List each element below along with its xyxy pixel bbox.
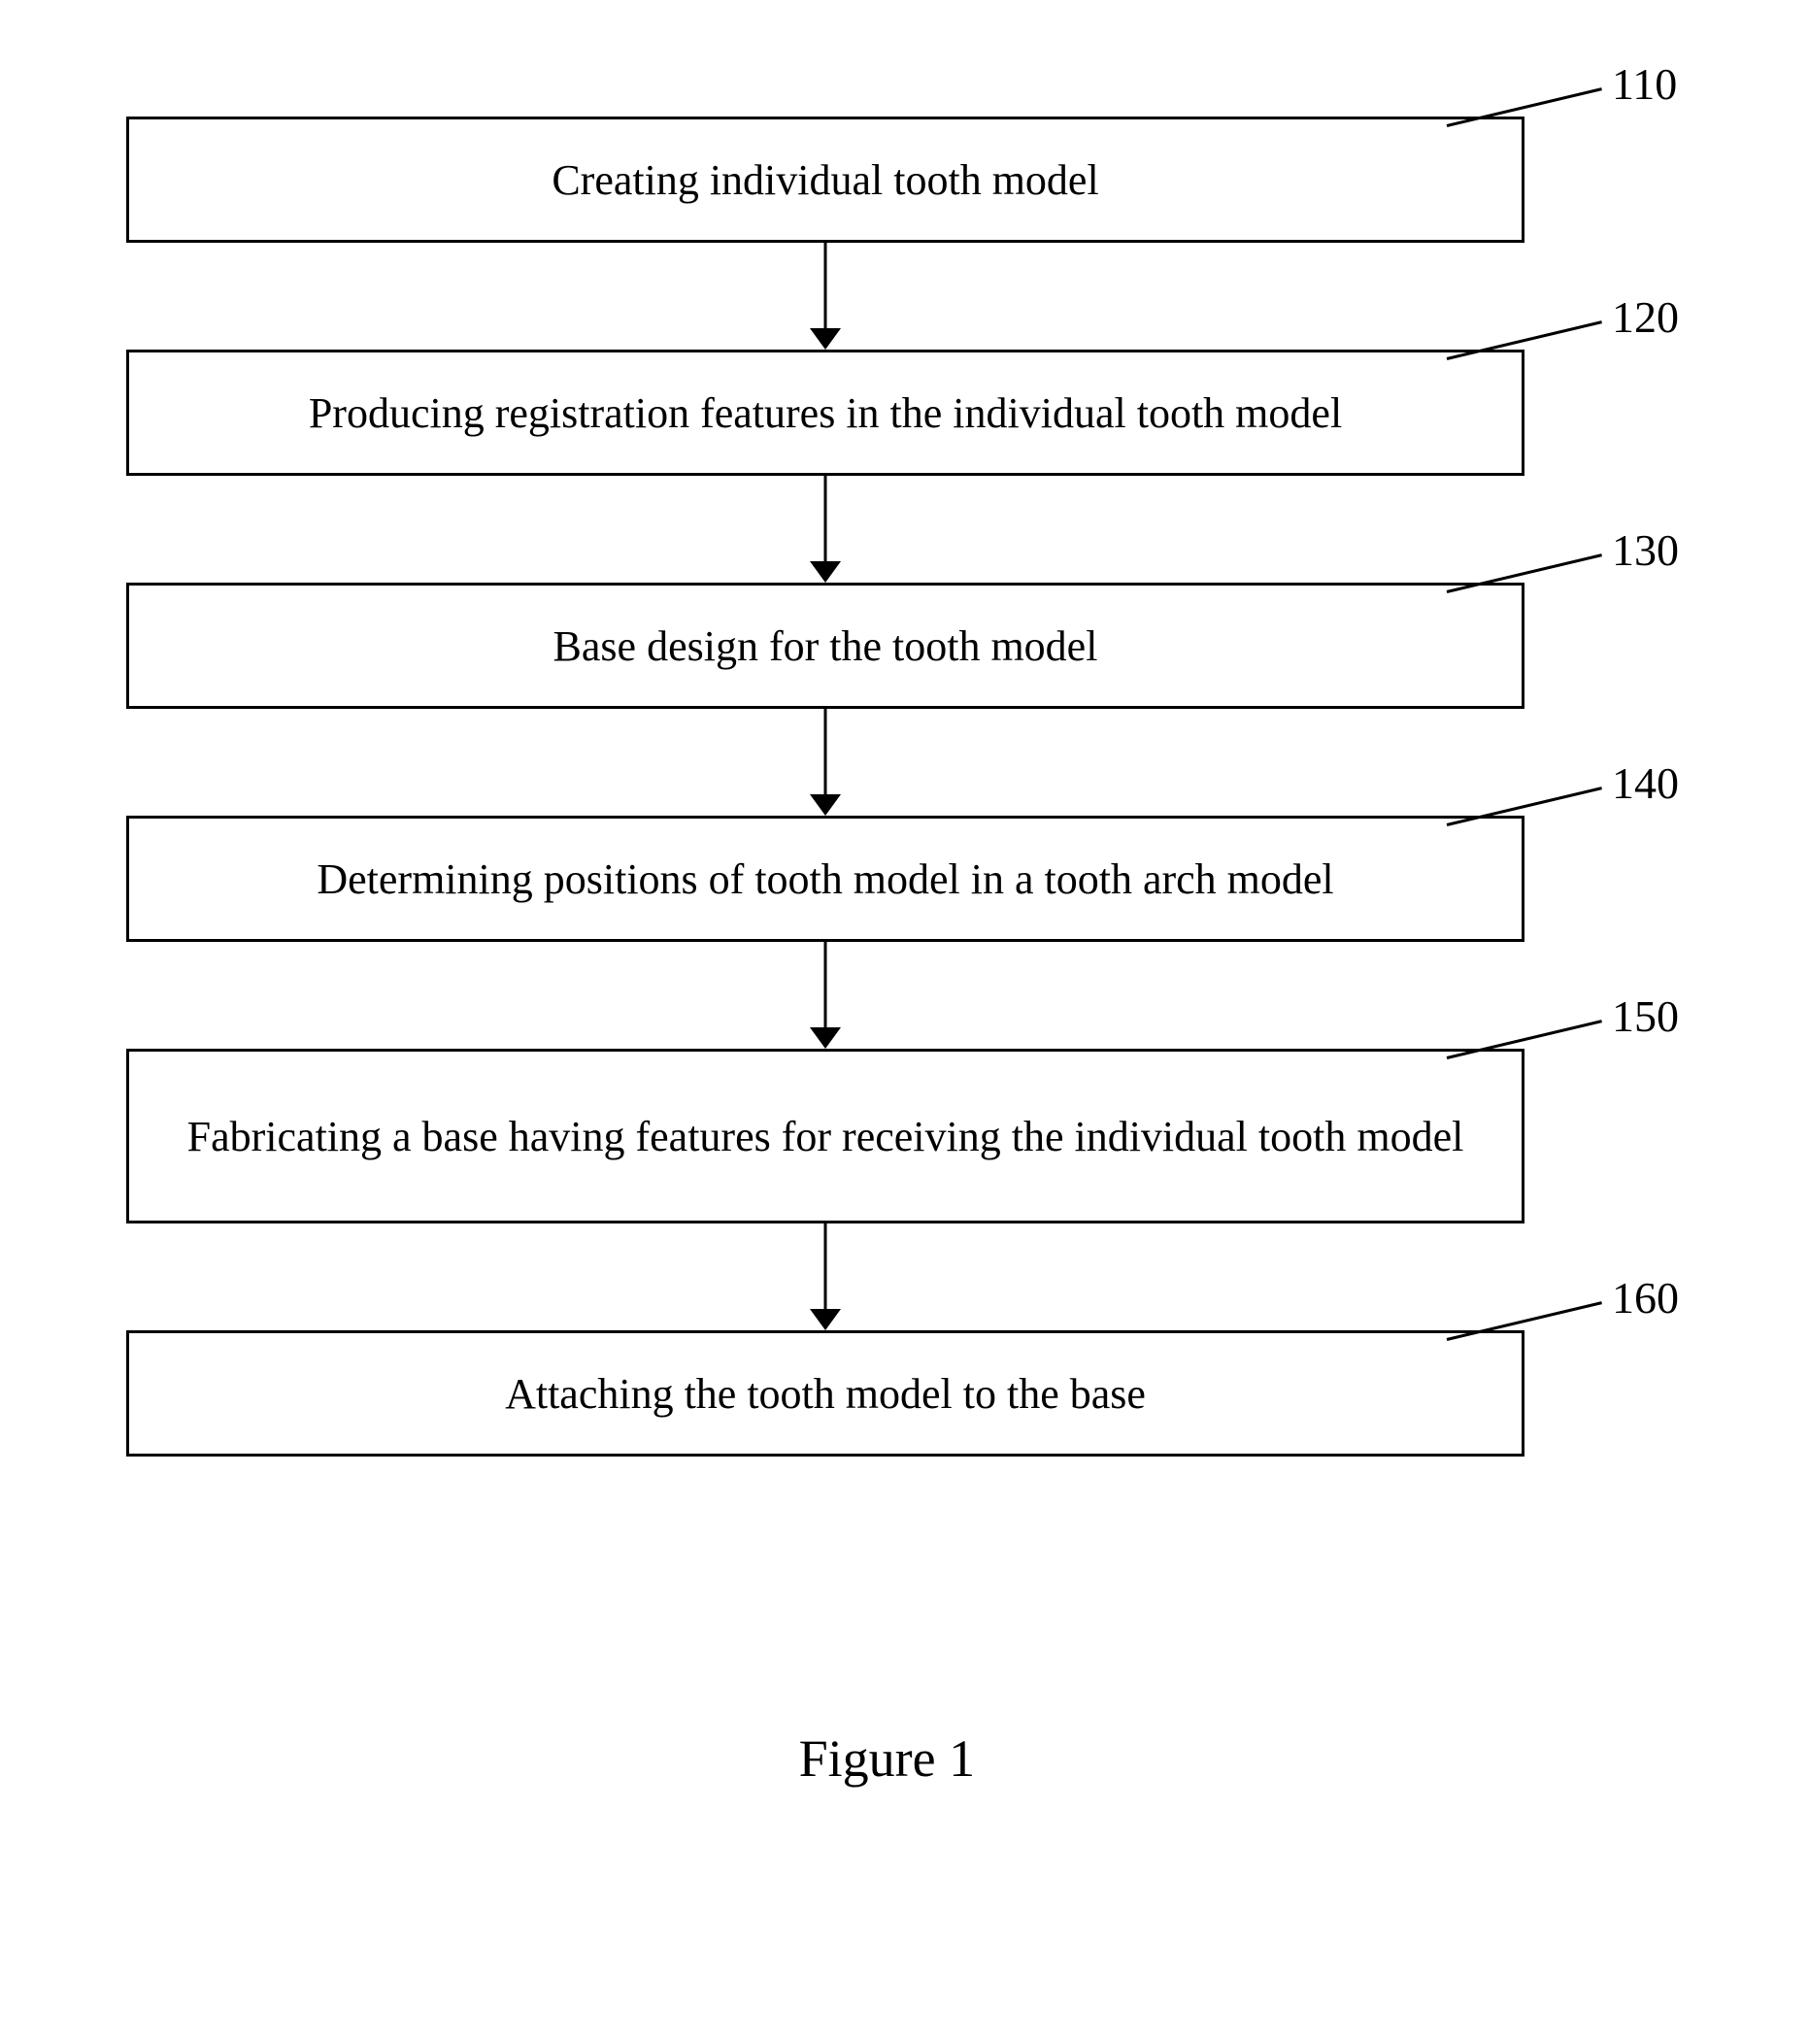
ref-label-130: 130 (1612, 524, 1679, 576)
ref-label-120: 120 (1612, 291, 1679, 343)
flow-step-150: Fabricating a base having features for r… (126, 1049, 1524, 1223)
flow-step-text: Base design for the tooth model (553, 620, 1098, 673)
arrowhead-icon (810, 1309, 841, 1330)
figure-caption: Figure 1 (799, 1728, 976, 1789)
ref-label-160: 160 (1612, 1272, 1679, 1324)
connector-line (824, 942, 827, 1027)
flow-step-text: Attaching the tooth model to the base (505, 1367, 1146, 1421)
connector-line (824, 243, 827, 328)
flow-step-text: Determining positions of tooth model in … (317, 853, 1333, 906)
flow-step-110: Creating individual tooth model (126, 117, 1524, 243)
flow-step-text: Producing registration features in the i… (309, 386, 1342, 440)
ref-label-150: 150 (1612, 990, 1679, 1042)
flow-step-text: Creating individual tooth model (552, 153, 1098, 207)
flow-step-160: Attaching the tooth model to the base (126, 1330, 1524, 1457)
connector-line (824, 1223, 827, 1309)
arrowhead-icon (810, 794, 841, 816)
flow-step-140: Determining positions of tooth model in … (126, 816, 1524, 942)
arrowhead-icon (810, 328, 841, 350)
arrowhead-icon (810, 1027, 841, 1049)
flowchart-canvas: Creating individual tooth model 110 Produc… (0, 0, 1809, 2044)
connector-line (824, 476, 827, 561)
ref-label-140: 140 (1612, 757, 1679, 809)
flow-step-120: Producing registration features in the i… (126, 350, 1524, 476)
connector-line (824, 709, 827, 794)
flow-step-130: Base design for the tooth model (126, 583, 1524, 709)
flow-step-text: Fabricating a base having features for r… (187, 1110, 1464, 1163)
ref-label-110: 110 (1612, 58, 1677, 110)
arrowhead-icon (810, 561, 841, 583)
